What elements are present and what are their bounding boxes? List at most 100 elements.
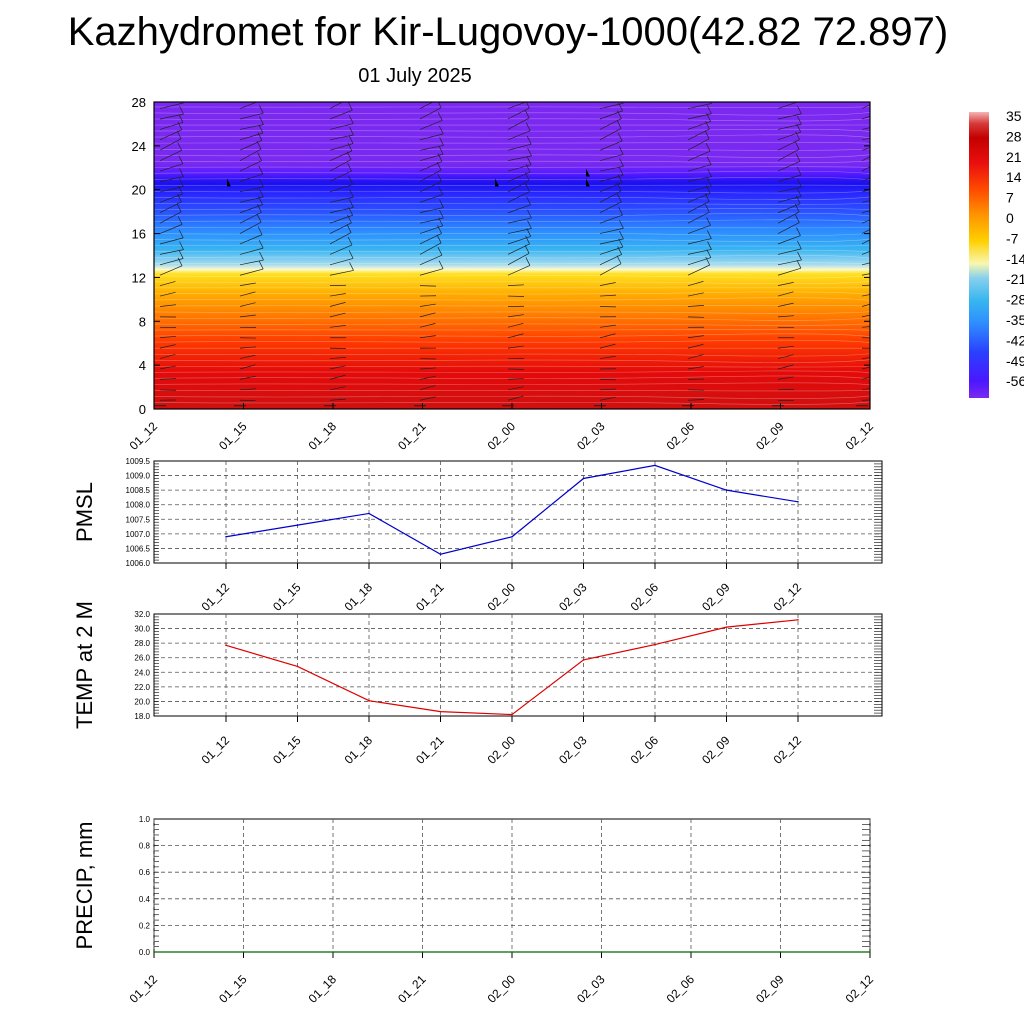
wind-barb <box>239 259 264 266</box>
contour-line <box>154 212 870 217</box>
wind-barb <box>507 284 524 287</box>
wind-barb <box>507 143 532 151</box>
wind-barb <box>687 281 704 286</box>
data-point <box>368 699 370 702</box>
wind-barb <box>861 115 870 120</box>
wind-barb-feather <box>524 109 530 119</box>
contour-line <box>154 365 870 368</box>
wind-barb <box>239 388 256 391</box>
y-tick-label: 1007.0 <box>126 530 151 539</box>
wind-barb-feather <box>619 230 624 240</box>
wind-barb-feather <box>438 125 444 135</box>
x-tick-label: 01_12 <box>127 972 161 1006</box>
wind-barb <box>861 200 870 203</box>
x-tick-label: 02_12 <box>843 972 877 1006</box>
wind-barb <box>329 398 346 401</box>
wind-barb <box>329 324 346 328</box>
wind-barb-feather <box>349 199 354 208</box>
wind-barb <box>599 182 623 193</box>
wind-barb-feather <box>707 230 712 239</box>
contour-line <box>154 154 870 158</box>
wind-barb <box>687 201 710 214</box>
wind-barb <box>687 192 711 203</box>
wind-barb <box>159 344 176 349</box>
contour-line <box>154 375 870 380</box>
data-point <box>600 951 603 953</box>
wind-barb <box>329 214 353 224</box>
wind-barb-feather <box>178 229 184 239</box>
contour-line <box>154 196 870 200</box>
wind-barb-feather <box>437 90 441 98</box>
wind-barb <box>239 204 263 214</box>
data-point <box>511 951 513 953</box>
wind-barb <box>329 365 346 370</box>
wind-barb <box>419 323 436 328</box>
wind-barb <box>419 367 436 370</box>
wind-barb <box>159 281 176 286</box>
wind-barb <box>159 335 176 339</box>
wind-barb <box>777 203 801 214</box>
x-tick-label: 02_00 <box>485 972 519 1006</box>
wind-barb <box>419 312 436 318</box>
wind-barb-feather <box>258 165 264 175</box>
y-axis-title: TEMP at 2 M <box>72 601 97 729</box>
wind-barb <box>239 124 264 130</box>
wind-barb-feather <box>177 216 183 225</box>
wind-barb-feather <box>797 178 802 188</box>
wind-barb-feather <box>705 120 710 130</box>
wind-barb <box>329 258 354 266</box>
wind-barb-feather <box>879 225 883 233</box>
wind-barbs <box>154 90 883 407</box>
wind-barb <box>507 395 524 401</box>
data-point <box>153 951 155 953</box>
y-tick-label: 32.0 <box>134 610 150 619</box>
y-tick-label: 28.0 <box>134 639 150 648</box>
wind-barb <box>777 211 800 224</box>
wind-barb <box>687 354 704 359</box>
wind-barb <box>507 333 524 339</box>
wind-barb-feather <box>527 147 532 157</box>
wind-barb-feather <box>258 260 264 270</box>
wind-barb <box>419 120 443 130</box>
wind-barb-feather <box>179 105 184 115</box>
wind-barb <box>599 102 624 109</box>
contour-line <box>154 176 870 181</box>
wind-barb <box>159 102 184 109</box>
wind-barb <box>507 171 531 182</box>
wind-barb <box>329 293 346 297</box>
wind-barb <box>599 282 616 286</box>
wind-barb-feather <box>797 240 802 250</box>
wind-barb-feather <box>179 241 184 250</box>
y-tick-label: 1009.0 <box>126 472 151 481</box>
wind-barb-feather <box>619 220 624 229</box>
contour-line <box>154 333 870 337</box>
y-tick-label: 0.2 <box>139 921 151 930</box>
colorbar-label: -14 <box>1006 251 1024 267</box>
contour-line <box>154 128 870 132</box>
colorbar-label: -35 <box>1006 312 1024 328</box>
wind-barb <box>239 354 256 359</box>
wind-barb-feather <box>525 122 531 131</box>
wind-barb <box>159 304 176 307</box>
wind-barb <box>599 174 624 182</box>
y-tick-label: 0.6 <box>139 868 151 877</box>
wind-barb <box>599 238 624 245</box>
x-tick-label: 01_12 <box>199 733 233 767</box>
y-tick-label: 4 <box>139 358 146 373</box>
wind-barb-feather <box>438 186 444 195</box>
wind-barb <box>239 173 263 182</box>
wind-barb-feather <box>177 193 182 202</box>
wind-barb <box>419 153 444 161</box>
wind-barb-column <box>154 102 184 407</box>
wind-barb-feather <box>616 255 622 264</box>
wind-barb <box>507 322 524 328</box>
colorbar-label: 7 <box>1006 190 1014 206</box>
wind-barb <box>861 273 870 276</box>
wind-barb-feather <box>797 251 802 261</box>
wind-barb <box>599 190 622 203</box>
wind-barb <box>239 346 256 349</box>
wind-barb <box>599 165 624 172</box>
wind-barb-feather <box>525 257 531 266</box>
contour-line <box>154 238 870 243</box>
wind-barb <box>687 128 710 141</box>
